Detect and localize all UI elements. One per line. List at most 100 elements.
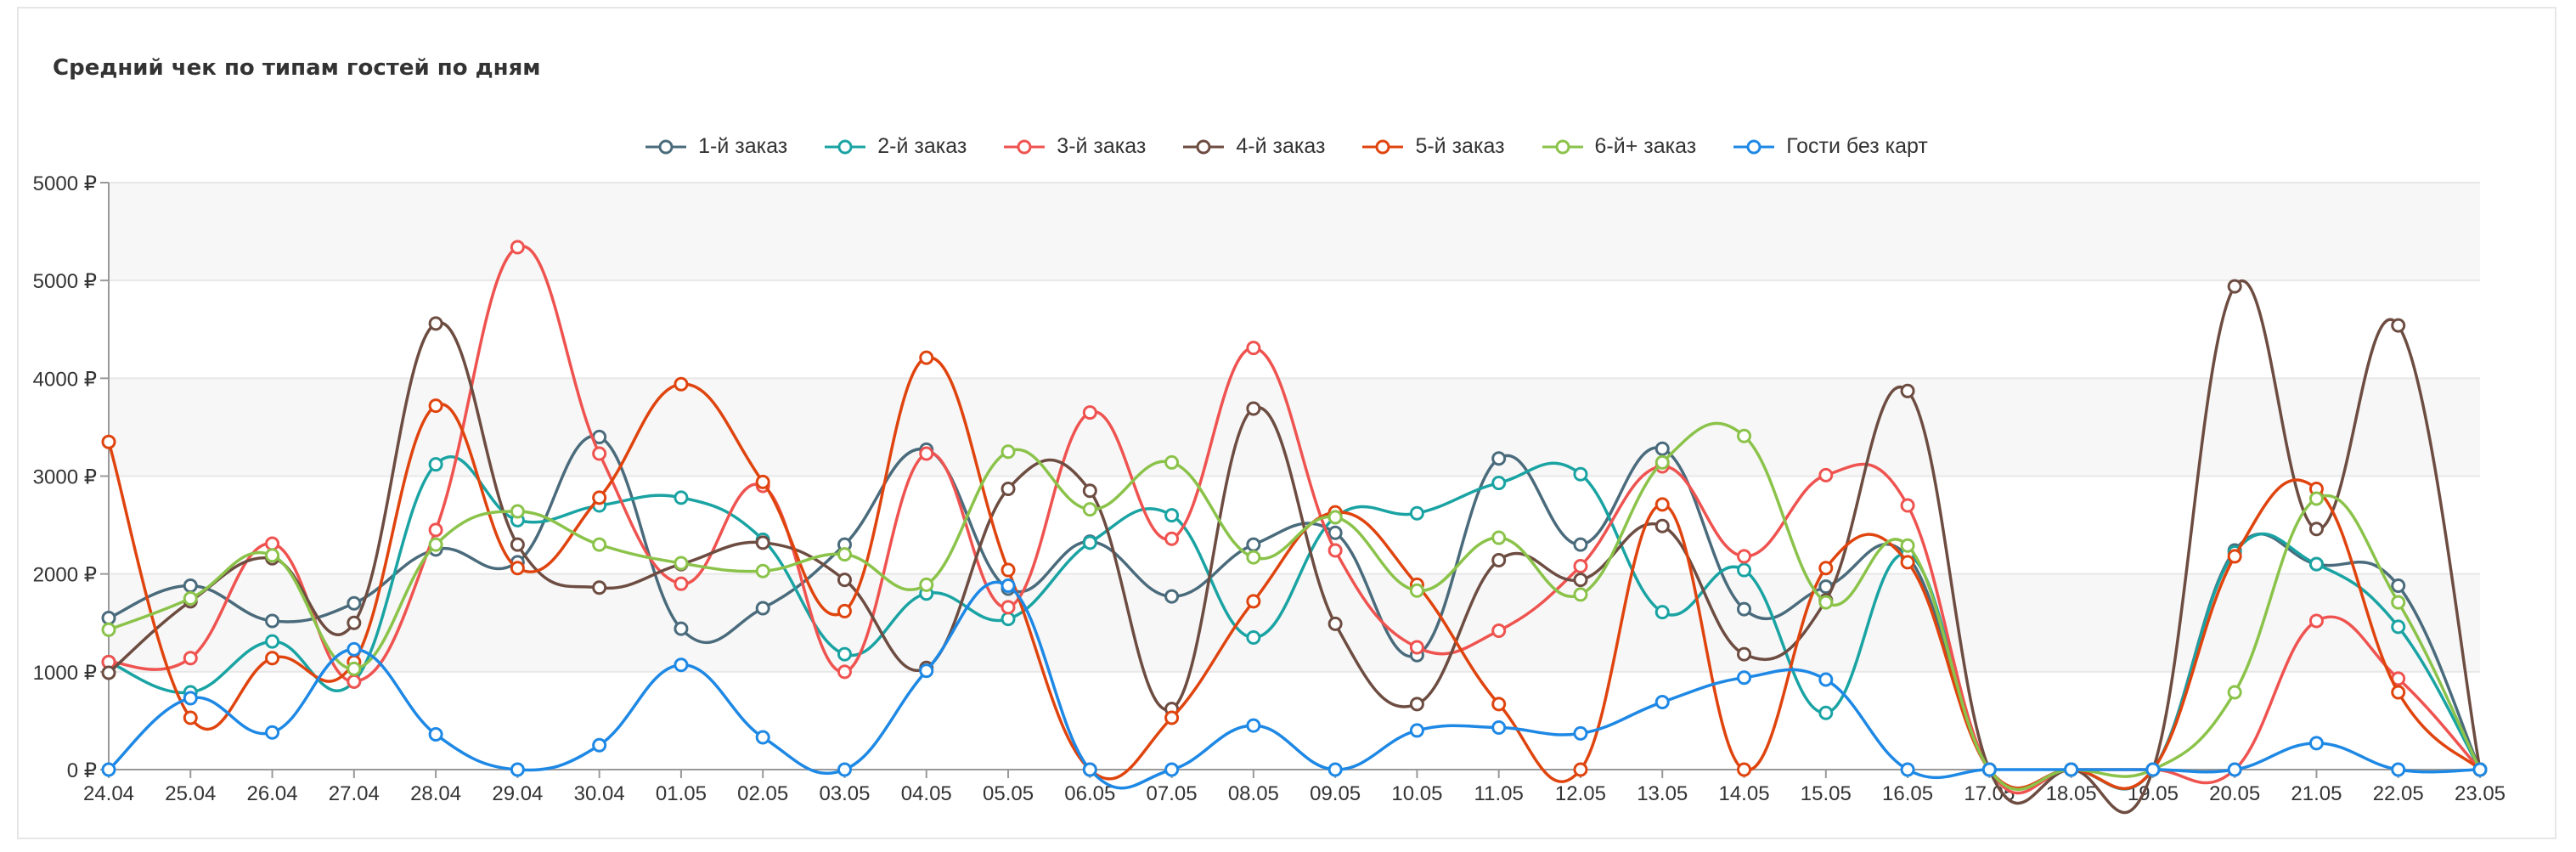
data-point bbox=[101, 622, 116, 637]
x-tick-label: 03.05 bbox=[819, 782, 870, 805]
data-point bbox=[347, 595, 362, 611]
legend-item[interactable]: 4-й заказ bbox=[1183, 134, 1325, 159]
legend-label: 6-й+ заказ bbox=[1594, 134, 1697, 158]
x-tick-label: 21.05 bbox=[2291, 782, 2342, 805]
data-point bbox=[755, 474, 770, 489]
data-point bbox=[183, 691, 198, 706]
data-point bbox=[1737, 428, 1752, 443]
x-tick-label: 06.05 bbox=[1064, 782, 1115, 805]
data-point bbox=[1164, 531, 1180, 546]
legend-swatch bbox=[1004, 139, 1046, 154]
data-point bbox=[1737, 762, 1752, 777]
data-point bbox=[2391, 619, 2406, 635]
x-tick-label: 07.05 bbox=[1147, 782, 1198, 805]
data-point bbox=[1573, 573, 1588, 588]
data-point bbox=[1164, 710, 1180, 725]
data-point bbox=[1327, 525, 1343, 540]
data-point bbox=[2391, 685, 2406, 700]
legend-swatch bbox=[1362, 139, 1404, 154]
data-point bbox=[101, 610, 116, 625]
legend-swatch bbox=[1542, 139, 1583, 154]
x-tick-label: 20.05 bbox=[2209, 782, 2260, 805]
x-tick-label: 08.05 bbox=[1228, 782, 1279, 805]
data-point bbox=[1573, 537, 1588, 552]
data-point bbox=[428, 316, 443, 331]
data-point bbox=[428, 537, 443, 552]
data-point bbox=[1409, 505, 1424, 521]
data-point bbox=[1573, 762, 1588, 777]
x-tick-label: 01.05 bbox=[656, 782, 707, 805]
data-point bbox=[2472, 762, 2488, 777]
data-point bbox=[837, 603, 852, 618]
legend-label: 2-й заказ bbox=[877, 134, 967, 158]
data-point bbox=[1737, 601, 1752, 617]
data-point bbox=[1327, 616, 1343, 631]
data-point bbox=[1409, 697, 1424, 712]
x-tick-label: 10.05 bbox=[1391, 782, 1442, 805]
legend-swatch bbox=[645, 139, 687, 154]
legend-swatch bbox=[1733, 139, 1775, 154]
x-tick-label: 26.04 bbox=[247, 782, 298, 805]
x-tick-label: 11.05 bbox=[1474, 782, 1524, 805]
legend-label: 3-й заказ bbox=[1057, 134, 1147, 158]
data-point bbox=[674, 576, 689, 591]
data-point bbox=[919, 663, 934, 679]
legend-item[interactable]: 2-й заказ bbox=[825, 134, 967, 159]
y-tick-label: 0 ₽ bbox=[67, 759, 97, 782]
data-point bbox=[428, 522, 443, 538]
x-tick-label: 09.05 bbox=[1310, 782, 1361, 805]
legend-item[interactable]: Гости без карт bbox=[1733, 134, 1928, 159]
data-point bbox=[1246, 341, 1261, 356]
data-point bbox=[1327, 762, 1343, 777]
data-point bbox=[1818, 672, 1834, 687]
data-point bbox=[510, 240, 525, 255]
data-point bbox=[183, 651, 198, 666]
data-point bbox=[1082, 405, 1097, 420]
data-point bbox=[1491, 697, 1507, 712]
data-point bbox=[919, 577, 934, 592]
data-point bbox=[1001, 600, 1016, 615]
data-point bbox=[755, 535, 770, 550]
data-point bbox=[1491, 719, 1507, 735]
y-tick-label: 5000 ₽ bbox=[33, 172, 97, 195]
data-point bbox=[1409, 723, 1424, 738]
legend-swatch bbox=[1183, 139, 1225, 154]
x-tick-label: 16.05 bbox=[1882, 782, 1933, 805]
data-point bbox=[347, 615, 362, 630]
data-point bbox=[1001, 444, 1016, 460]
legend-label: Гости без карт bbox=[1786, 134, 1928, 158]
data-point bbox=[837, 762, 852, 777]
legend-item[interactable]: 3-й заказ bbox=[1004, 134, 1146, 159]
legend-item[interactable]: 1-й заказ bbox=[645, 134, 787, 159]
data-point bbox=[1573, 466, 1588, 482]
data-point bbox=[1654, 695, 1670, 710]
data-point bbox=[1900, 762, 1915, 777]
data-point bbox=[1981, 762, 1997, 777]
x-tick-label: 15.05 bbox=[1801, 782, 1852, 805]
data-point bbox=[265, 536, 280, 551]
data-point bbox=[428, 727, 443, 742]
data-point bbox=[1001, 562, 1016, 578]
data-point bbox=[1327, 543, 1343, 558]
data-point bbox=[2308, 613, 2324, 629]
legend-item[interactable]: 5-й заказ bbox=[1362, 134, 1505, 159]
data-point bbox=[2227, 549, 2242, 564]
data-point bbox=[1573, 725, 1588, 741]
data-point bbox=[1573, 558, 1588, 573]
data-point bbox=[1164, 508, 1180, 523]
data-point bbox=[755, 563, 770, 578]
data-point bbox=[1327, 510, 1343, 525]
data-point bbox=[1900, 538, 1915, 553]
data-point bbox=[1164, 454, 1180, 470]
x-tick-label: 22.05 bbox=[2373, 782, 2424, 805]
data-point bbox=[183, 578, 198, 593]
legend-item[interactable]: 6-й+ заказ bbox=[1542, 134, 1697, 159]
data-point bbox=[2308, 522, 2324, 537]
data-point bbox=[1818, 561, 1834, 576]
data-point bbox=[1818, 595, 1834, 610]
data-point bbox=[510, 537, 525, 552]
y-tick-label: 5000 ₽ bbox=[33, 270, 97, 293]
data-point bbox=[1491, 530, 1507, 545]
data-point bbox=[1491, 623, 1507, 638]
